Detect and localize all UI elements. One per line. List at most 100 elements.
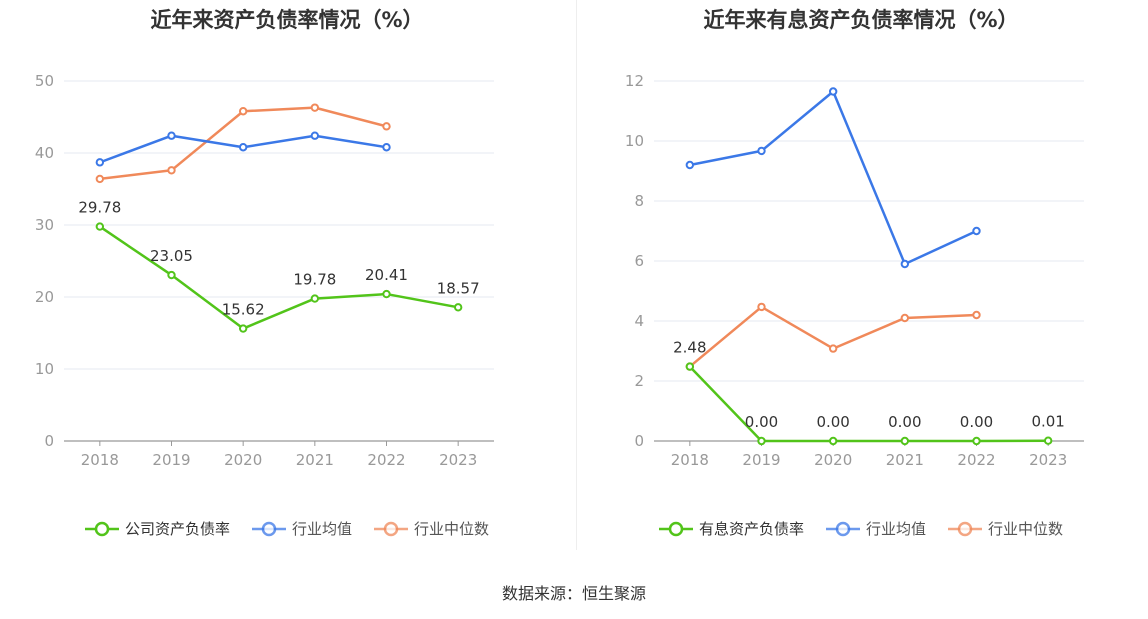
- data-label: 18.57: [437, 279, 480, 297]
- data-point[interactable]: [95, 174, 105, 184]
- x-tick-label: 2023: [1029, 451, 1067, 469]
- data-point[interactable]: [167, 270, 176, 280]
- x-tick-label: 2022: [957, 451, 995, 469]
- data-point[interactable]: [167, 131, 176, 140]
- data-label: 29.78: [78, 199, 121, 217]
- data-point[interactable]: [310, 131, 320, 140]
- data-point[interactable]: [238, 324, 248, 333]
- data-point[interactable]: [828, 344, 838, 353]
- chart-title-left: 近年来资产负债率情况（%）: [150, 8, 424, 32]
- data-label: 0.00: [960, 413, 993, 431]
- data-point[interactable]: [453, 303, 463, 312]
- data-point[interactable]: [238, 143, 248, 152]
- x-tick-label: 2018: [81, 451, 119, 469]
- data-label: 15.62: [222, 301, 265, 319]
- data-point[interactable]: [757, 146, 766, 156]
- y-tick-label: 50: [35, 72, 54, 90]
- data-point[interactable]: [310, 294, 320, 303]
- y-tick-label: 4: [634, 312, 644, 330]
- data-point[interactable]: [95, 222, 105, 231]
- legend-right: 有息资产负债率 行业均值 行业中位数: [574, 518, 1148, 539]
- legend-line-icon: [251, 521, 286, 536]
- y-tick-label: 30: [35, 216, 54, 234]
- series-line: [688, 365, 1049, 443]
- series-line: [689, 305, 977, 368]
- series-line: [99, 225, 459, 330]
- data-label: 20.41: [365, 266, 408, 284]
- chart-title-right: 近年来有息资产负债率情况（%）: [703, 8, 1019, 32]
- x-tick-label: 2021: [296, 451, 334, 469]
- data-point[interactable]: [828, 436, 838, 446]
- data-point[interactable]: [382, 289, 391, 299]
- data-point[interactable]: [900, 436, 910, 446]
- data-point[interactable]: [757, 436, 766, 446]
- y-tick-label: 0: [44, 432, 54, 450]
- x-tick-label: 2020: [224, 451, 262, 469]
- legend-label: 行业中位数: [414, 520, 490, 538]
- legend-label: 公司资产负债率: [124, 520, 230, 538]
- y-tick-label: 0: [634, 432, 644, 450]
- series-line: [689, 90, 978, 266]
- data-label: 23.05: [150, 247, 193, 265]
- y-tick-label: 2: [634, 372, 644, 390]
- chart-panel-left: 近年来资产负债率情况（%） 0 10 20 30 40 50 2018 2019 2020 202…: [0, 0, 574, 560]
- legend-item[interactable]: 行业均值: [825, 518, 926, 539]
- x-tick-label: 2018: [671, 451, 709, 469]
- x-tick-label: 2021: [886, 451, 924, 469]
- legend-item[interactable]: 行业中位数: [374, 518, 489, 539]
- legend-label: 有息资产负债率: [698, 520, 804, 538]
- legend-item[interactable]: 公司资产负债率: [84, 518, 230, 539]
- data-point[interactable]: [238, 107, 248, 116]
- legend-label: 行业中位数: [988, 520, 1064, 538]
- x-tick-label: 2019: [742, 451, 780, 469]
- data-point[interactable]: [828, 87, 838, 96]
- data-point[interactable]: [685, 362, 695, 371]
- legend-line-icon: [374, 521, 408, 536]
- legend-line-icon: [658, 521, 693, 536]
- data-point[interactable]: [95, 158, 105, 167]
- y-tick-label: 40: [35, 144, 54, 162]
- x-tick-label: 2019: [152, 451, 190, 469]
- data-label: 2.48: [673, 339, 706, 357]
- legend-item[interactable]: 行业中位数: [948, 518, 1063, 539]
- legend-line-icon: [825, 521, 860, 536]
- data-point[interactable]: [757, 302, 766, 312]
- y-tick-label: 12: [625, 72, 644, 90]
- y-tick-label: 6: [634, 252, 644, 270]
- legend-line-icon: [948, 521, 982, 536]
- data-point[interactable]: [167, 166, 176, 175]
- y-tick-label: 20: [35, 288, 54, 306]
- legend-label: 行业均值: [291, 520, 352, 538]
- data-point[interactable]: [900, 259, 910, 269]
- data-source: 数据来源：恒生聚源: [501, 584, 646, 603]
- data-point[interactable]: [382, 143, 391, 152]
- x-tick-label: 2020: [814, 451, 852, 469]
- data-point[interactable]: [972, 226, 981, 236]
- legend-item[interactable]: 有息资产负债率: [658, 518, 804, 539]
- legend-left: 公司资产负债率 行业均值 行业中位数: [0, 518, 574, 539]
- data-point[interactable]: [972, 310, 981, 320]
- data-point[interactable]: [900, 313, 910, 323]
- legend-line-icon: [84, 521, 119, 536]
- chart-panel-right: 近年来有息资产负债率情况（%） 0 2 4 6 8 10 12 2018 2019 2020 202…: [574, 0, 1148, 560]
- data-label: 19.78: [293, 271, 336, 289]
- data-label: 0.00: [888, 413, 921, 431]
- data-point[interactable]: [1043, 436, 1053, 445]
- data-point[interactable]: [685, 160, 695, 170]
- data-label: 0.01: [1031, 413, 1064, 431]
- x-tick-label: 2022: [367, 451, 405, 469]
- data-label: 0.00: [745, 413, 778, 431]
- panel-divider: [576, 0, 577, 550]
- data-point[interactable]: [310, 103, 320, 112]
- y-tick-label: 10: [625, 132, 644, 150]
- legend-label: 行业均值: [865, 520, 926, 538]
- y-tick-label: 8: [634, 192, 644, 210]
- data-label: 0.00: [816, 413, 849, 431]
- chart-svg-left: 0 10 20 30 40 50 2018 2019 2020 2021 2022 2023 29.78…: [35, 72, 494, 469]
- y-tick-label: 10: [35, 360, 54, 378]
- data-point[interactable]: [972, 436, 981, 446]
- chart-svg-right: 0 2 4 6 8 10 12 2018 2019 2020 2021 2022 2023 2.48 0.0…: [625, 72, 1084, 469]
- legend-item[interactable]: 行业均值: [251, 518, 352, 539]
- data-point[interactable]: [382, 122, 391, 131]
- x-tick-label: 2023: [439, 451, 477, 469]
